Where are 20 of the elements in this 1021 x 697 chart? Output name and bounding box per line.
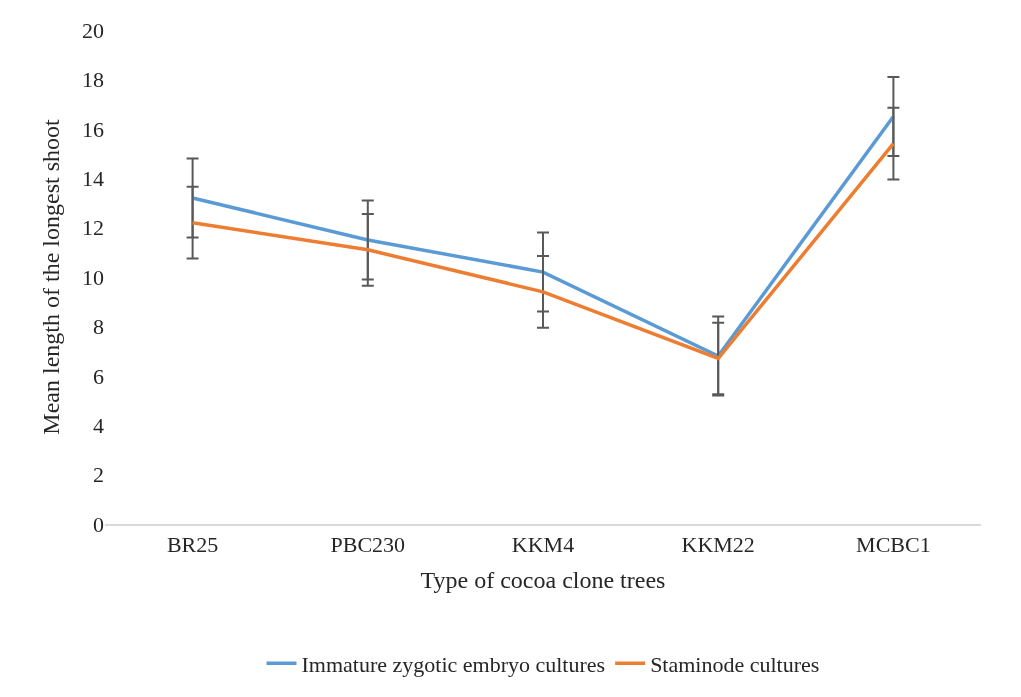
y-tick-label: 20 [82, 17, 104, 43]
y-tick-label: 2 [93, 462, 104, 488]
y-tick-label: 4 [93, 412, 104, 438]
y-tick-label: 18 [82, 67, 104, 93]
y-tick-label: 12 [82, 215, 104, 241]
x-tick-label: KKM22 [681, 532, 755, 558]
x-tick-label: KKM4 [511, 532, 575, 558]
y-tick-label: 8 [93, 314, 104, 340]
x-tick-label: MCBC1 [856, 532, 931, 558]
legend-label: Staminode cultures [650, 651, 820, 677]
x-tick-label: PBC230 [330, 532, 406, 558]
x-tick-label: BR25 [166, 532, 219, 558]
y-tick-label: 0 [93, 511, 104, 537]
y-tick-label: 10 [82, 264, 104, 290]
y-tick-label: 14 [82, 165, 104, 191]
y-tick-label: 16 [82, 116, 104, 142]
legend-label: Immature zygotic embryo cultures [301, 651, 606, 677]
y-axis-title: Mean length of the longest shoot [38, 119, 65, 435]
x-axis-title: Type of cocoa clone trees [420, 566, 666, 593]
y-tick-label: 6 [93, 363, 104, 389]
